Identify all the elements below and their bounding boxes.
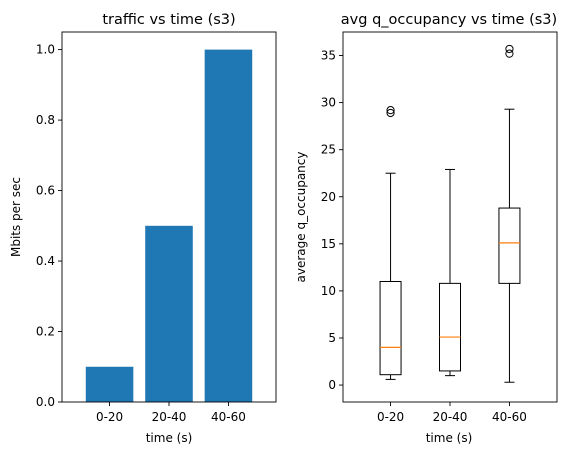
iqr-box [439,282,461,372]
bar-chart-x-ticks: 0-20 20-40 40-60 [96,402,246,424]
x-tick-label: 20-40 [152,410,187,424]
y-tick-label: 0.8 [36,113,55,127]
box-plot-panel: avg q_occupancy vs time (s3) 0 5 10 15 20 25 3… [294,12,558,445]
y-tick-label: 25 [321,143,336,157]
box-plot-y-label: average q_occupancy [294,152,308,283]
box-40-60 [498,44,521,383]
y-tick-label: 0.2 [36,325,55,339]
bar-chart-title: traffic vs time (s3) [102,12,235,28]
x-tick-label: 20-40 [433,410,468,424]
bar-chart-y-ticks: 0.0 0.2 0.4 0.6 0.8 1.0 [36,43,62,409]
x-tick-label: 40-60 [211,410,246,424]
bar-chart-y-label: Mbits per sec [9,177,23,257]
y-tick-label: 5 [328,331,336,345]
bar-20-40 [145,225,193,402]
outlier-point [386,108,395,118]
box-plot-y-ticks: 0 5 10 15 20 25 30 35 [321,49,343,392]
y-tick-label: 10 [321,284,336,298]
x-tick-label: 40-60 [492,410,527,424]
bar-series [85,49,253,402]
outlier-point [386,106,395,115]
y-tick-label: 0.4 [36,254,55,268]
y-tick-label: 0.0 [36,395,55,409]
bar-chart-x-label: time (s) [146,431,193,445]
x-tick-label: 0-20 [96,410,123,424]
bar-0-20 [85,366,134,402]
y-tick-label: 0.6 [36,184,55,198]
iqr-box [498,207,521,284]
iqr-box [379,280,402,376]
bar-40-60 [204,49,253,402]
box-series [379,44,521,383]
y-tick-label: 30 [321,96,336,110]
outlier-point [505,44,514,54]
y-tick-label: 15 [321,237,336,251]
box-0-20 [379,106,402,380]
y-tick-label: 20 [321,190,336,204]
box-20-40 [439,168,461,377]
y-tick-label: 35 [321,49,336,63]
x-tick-label: 0-20 [377,410,404,424]
box-plot-title: avg q_occupancy vs time (s3) [341,12,557,28]
box-plot-x-ticks: 0-20 20-40 40-60 [377,402,527,424]
y-tick-label: 1.0 [36,43,55,57]
y-tick-label: 0 [328,378,336,392]
outlier-point [505,49,514,58]
bar-chart-panel: traffic vs time (s3) 0.00.20.40.60.81.0 … [9,12,277,445]
box-plot-x-label: time (s) [426,431,473,445]
